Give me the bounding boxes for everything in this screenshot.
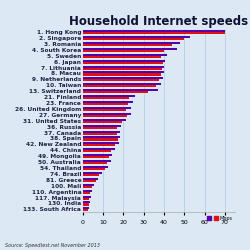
Bar — [83, 172, 102, 174]
Bar — [83, 109, 126, 111]
Bar — [83, 44, 172, 46]
Bar — [83, 83, 161, 85]
Bar — [83, 178, 98, 180]
Bar — [83, 32, 225, 34]
Bar — [83, 68, 162, 70]
Bar — [83, 174, 99, 176]
Bar — [83, 103, 128, 105]
Bar — [83, 107, 132, 109]
Bar — [83, 77, 163, 80]
Bar — [83, 101, 134, 103]
Bar — [83, 30, 225, 32]
Bar — [83, 136, 120, 138]
Bar — [83, 144, 115, 146]
Bar — [83, 156, 109, 158]
Title: Household Internet speeds: Household Internet speeds — [69, 15, 248, 28]
Bar — [83, 62, 163, 64]
Bar — [83, 210, 88, 212]
Bar — [83, 166, 108, 168]
Bar — [83, 190, 92, 192]
Bar — [83, 74, 161, 76]
Bar — [83, 148, 115, 150]
Bar — [83, 42, 180, 44]
Bar — [83, 160, 111, 162]
Bar — [83, 198, 89, 200]
Bar — [83, 132, 117, 135]
Bar — [83, 54, 167, 56]
Bar — [83, 50, 164, 52]
Bar — [83, 162, 107, 164]
Bar — [83, 89, 158, 91]
Bar — [83, 192, 90, 194]
Bar — [83, 142, 119, 144]
Bar — [83, 138, 118, 140]
Bar — [83, 207, 89, 210]
Bar — [83, 202, 90, 203]
Bar — [83, 196, 91, 198]
Bar — [83, 95, 136, 97]
Bar — [83, 97, 129, 99]
Bar — [83, 91, 148, 93]
Bar — [83, 184, 94, 186]
Bar — [83, 38, 184, 40]
Bar — [83, 130, 120, 132]
Bar — [83, 66, 164, 68]
Bar — [83, 115, 127, 117]
Bar — [83, 72, 164, 74]
Bar — [83, 85, 156, 87]
Legend: , Mbps: , Mbps — [205, 214, 234, 223]
Bar — [83, 56, 161, 58]
Bar — [83, 119, 126, 121]
Bar — [83, 60, 165, 62]
Bar — [83, 80, 159, 82]
Bar — [83, 180, 96, 182]
Bar — [83, 154, 112, 156]
Bar — [83, 186, 92, 188]
Bar — [83, 113, 132, 115]
Bar — [83, 124, 121, 127]
Bar — [83, 121, 122, 123]
Bar — [83, 168, 105, 170]
Bar — [83, 150, 111, 152]
Bar — [83, 127, 117, 129]
Bar — [83, 36, 190, 38]
Bar — [83, 48, 177, 50]
Bar — [83, 204, 89, 206]
Text: Source: Speedtest.net November 2013: Source: Speedtest.net November 2013 — [5, 244, 100, 248]
